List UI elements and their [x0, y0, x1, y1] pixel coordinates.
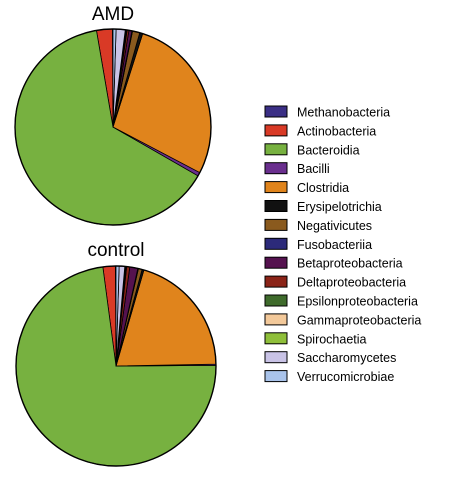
legend-swatch-clostridia: [264, 181, 288, 194]
pie-control: [15, 265, 217, 467]
legend-swatch-actinobacteria: [264, 124, 288, 137]
legend-swatch-bacteroidia: [264, 143, 288, 156]
legend-item-methanobacteria: Methanobacteria: [264, 105, 390, 120]
legend-item-bacteroidia: Bacteroidia: [264, 143, 360, 157]
legend-swatch-betaproteobacteria: [264, 256, 288, 269]
legend-swatch-fusobacteriia: [264, 237, 288, 250]
legend-label-verrucomicrobiae: Verrucomicrobiae: [297, 370, 394, 384]
legend-swatch-saccharomycetes: [264, 351, 288, 364]
legend-label-deltaproteobacteria: Deltaproteobacteria: [297, 276, 406, 290]
legend-label-actinobacteria: Actinobacteria: [297, 124, 376, 138]
legend-label-spirochaetia: Spirochaetia: [297, 332, 367, 346]
legend-item-verrucomicrobiae: Verrucomicrobiae: [264, 370, 394, 384]
pie-amd: [14, 28, 212, 226]
legend-item-clostridia: Clostridia: [264, 181, 349, 195]
legend-item-spirochaetia: Spirochaetia: [264, 332, 367, 346]
legend-swatch-erysipelotrichia: [264, 200, 288, 212]
legend-label-erysipelotrichia: Erysipelotrichia: [297, 200, 382, 214]
pie-outline-amd: [14, 28, 212, 226]
legend-label-gammaproteobacteria: Gammaproteobacteria: [297, 313, 421, 327]
legend-label-clostridia: Clostridia: [297, 181, 349, 195]
legend-swatch-bacilli: [264, 162, 288, 175]
legend-item-deltaproteobacteria: Deltaproteobacteria: [264, 275, 406, 290]
legend-label-bacilli: Bacilli: [297, 162, 330, 176]
legend-swatch-spirochaetia: [264, 332, 288, 345]
legend: Methanobacteria Actinobacteria Bacteroidia…: [264, 105, 421, 384]
legend-swatch-epsilonproteobacteria: [264, 294, 288, 307]
legend-label-bacteroidia: Bacteroidia: [297, 143, 360, 157]
legend-item-erysipelotrichia: Erysipelotrichia: [264, 200, 382, 214]
legend-swatch-negativicutes: [264, 218, 288, 231]
legend-swatch-gammaproteobacteria: [264, 313, 288, 326]
pie-title-control: control: [87, 240, 144, 261]
legend-label-methanobacteria: Methanobacteria: [297, 106, 390, 120]
legend-label-betaproteobacteria: Betaproteobacteria: [297, 257, 403, 271]
legend-item-negativicutes: Negativicutes: [264, 218, 372, 233]
pie-outline-control: [15, 265, 217, 467]
pie-title-amd: AMD: [92, 4, 134, 25]
legend-item-gammaproteobacteria: Gammaproteobacteria: [264, 313, 421, 327]
legend-item-saccharomycetes: Saccharomycetes: [264, 351, 396, 365]
legend-item-epsilonproteobacteria: Epsilonproteobacteria: [264, 294, 418, 309]
legend-item-fusobacteriia: Fusobacteriia: [264, 237, 372, 252]
legend-label-epsilonproteobacteria: Epsilonproteobacteria: [297, 295, 418, 309]
legend-swatch-verrucomicrobiae: [264, 370, 288, 383]
legend-label-negativicutes: Negativicutes: [297, 219, 372, 233]
legend-item-betaproteobacteria: Betaproteobacteria: [264, 256, 403, 271]
legend-item-bacilli: Bacilli: [264, 162, 330, 176]
legend-label-saccharomycetes: Saccharomycetes: [297, 351, 396, 365]
legend-item-actinobacteria: Actinobacteria: [264, 124, 376, 138]
legend-swatch-methanobacteria: [264, 105, 288, 118]
legend-label-fusobacteriia: Fusobacteriia: [297, 238, 372, 252]
legend-swatch-deltaproteobacteria: [264, 275, 288, 288]
